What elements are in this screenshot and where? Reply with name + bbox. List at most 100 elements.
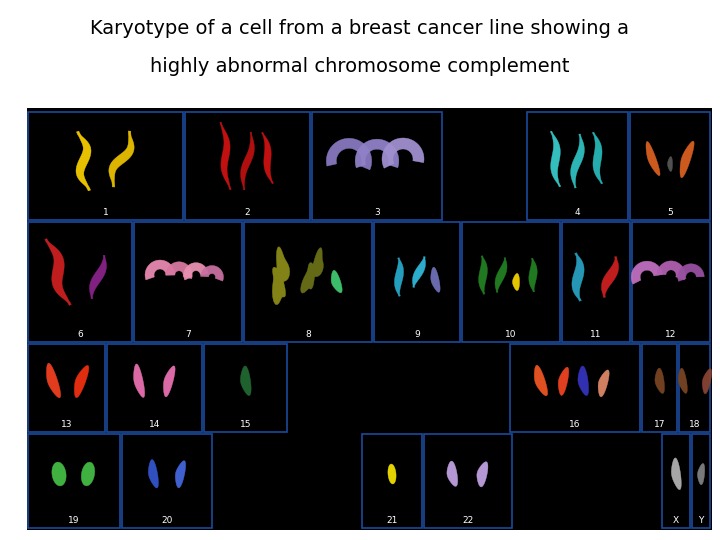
Polygon shape	[148, 460, 158, 488]
Text: X: X	[673, 516, 679, 525]
Bar	[312, 112, 442, 220]
Polygon shape	[184, 262, 208, 280]
Polygon shape	[572, 253, 584, 301]
Polygon shape	[558, 367, 569, 395]
Polygon shape	[261, 132, 274, 184]
Polygon shape	[166, 262, 192, 279]
Text: 6: 6	[77, 330, 83, 339]
Polygon shape	[680, 141, 694, 178]
Polygon shape	[326, 138, 372, 170]
Text: 20: 20	[161, 516, 173, 525]
Polygon shape	[631, 261, 662, 284]
Polygon shape	[477, 462, 488, 487]
Text: 12: 12	[665, 330, 677, 339]
Polygon shape	[134, 364, 145, 397]
Polygon shape	[240, 132, 254, 190]
Text: 10: 10	[505, 330, 517, 339]
Bar	[424, 434, 512, 528]
Polygon shape	[495, 258, 507, 292]
Polygon shape	[81, 462, 95, 486]
Bar	[692, 434, 710, 528]
Polygon shape	[550, 131, 561, 187]
Polygon shape	[593, 132, 603, 184]
Text: 8: 8	[305, 330, 311, 339]
Polygon shape	[395, 258, 403, 296]
Polygon shape	[52, 462, 66, 486]
Polygon shape	[163, 366, 175, 397]
Text: highly abnormal chromosome complement: highly abnormal chromosome complement	[150, 57, 570, 76]
Bar	[630, 112, 710, 220]
Text: 15: 15	[240, 420, 251, 429]
Polygon shape	[382, 138, 424, 168]
Polygon shape	[447, 461, 458, 487]
Bar	[510, 344, 640, 432]
Polygon shape	[578, 366, 589, 396]
Polygon shape	[145, 260, 175, 280]
Text: 18: 18	[689, 420, 701, 429]
Polygon shape	[655, 368, 665, 394]
Polygon shape	[698, 463, 705, 485]
Polygon shape	[89, 255, 107, 299]
Bar	[185, 112, 310, 220]
Bar	[122, 434, 212, 528]
Text: 3: 3	[374, 208, 380, 217]
Text: 17: 17	[654, 420, 665, 429]
Polygon shape	[47, 363, 60, 398]
Bar	[244, 222, 372, 342]
Polygon shape	[388, 464, 396, 484]
Bar	[107, 344, 202, 432]
Polygon shape	[598, 370, 609, 397]
Bar	[28, 112, 183, 220]
Bar	[632, 222, 710, 342]
Polygon shape	[355, 139, 399, 168]
Polygon shape	[534, 365, 548, 396]
Polygon shape	[678, 264, 704, 281]
Text: Y: Y	[698, 516, 703, 525]
Polygon shape	[601, 256, 618, 298]
Bar	[662, 434, 690, 528]
Polygon shape	[702, 369, 711, 394]
Text: 19: 19	[68, 516, 80, 525]
Polygon shape	[240, 366, 251, 396]
Text: Karyotype of a cell from a breast cancer line showing a: Karyotype of a cell from a breast cancer…	[91, 19, 629, 38]
Bar	[28, 344, 105, 432]
Bar	[28, 222, 132, 342]
Text: 11: 11	[590, 330, 602, 339]
Polygon shape	[513, 273, 520, 291]
Text: 22: 22	[462, 516, 474, 525]
Text: 21: 21	[387, 516, 397, 525]
Text: 4: 4	[575, 208, 580, 217]
Bar	[374, 222, 460, 342]
Bar	[27, 108, 712, 530]
Polygon shape	[109, 131, 134, 187]
Text: 16: 16	[570, 420, 581, 429]
Polygon shape	[431, 267, 440, 292]
Polygon shape	[301, 248, 323, 293]
Bar	[204, 344, 287, 432]
Bar	[462, 222, 560, 342]
Polygon shape	[678, 368, 688, 394]
Polygon shape	[571, 134, 585, 188]
Polygon shape	[671, 458, 681, 490]
Bar	[362, 434, 422, 528]
Polygon shape	[479, 256, 487, 294]
Bar	[642, 344, 677, 432]
Bar	[28, 434, 120, 528]
Polygon shape	[220, 122, 231, 190]
Polygon shape	[528, 258, 537, 292]
Text: 5: 5	[667, 208, 673, 217]
Polygon shape	[331, 271, 342, 293]
Polygon shape	[646, 141, 660, 176]
Bar	[679, 344, 710, 432]
Text: 7: 7	[185, 330, 191, 339]
Bar	[527, 112, 628, 220]
Text: 13: 13	[60, 420, 72, 429]
Polygon shape	[201, 266, 223, 281]
Polygon shape	[45, 239, 71, 306]
Polygon shape	[667, 157, 672, 172]
Text: 1: 1	[103, 208, 109, 217]
Polygon shape	[175, 461, 186, 488]
Polygon shape	[74, 366, 89, 397]
Bar	[562, 222, 630, 342]
Polygon shape	[272, 247, 289, 305]
